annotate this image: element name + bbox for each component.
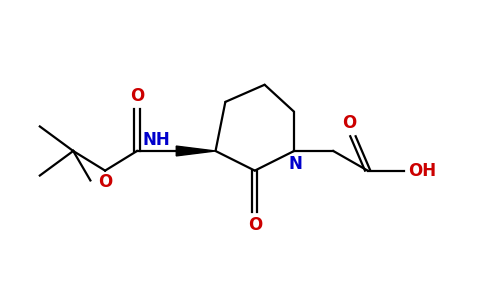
Polygon shape <box>176 146 216 156</box>
Text: OH: OH <box>408 162 437 180</box>
Text: O: O <box>342 114 356 132</box>
Text: N: N <box>288 155 302 173</box>
Text: NH: NH <box>142 131 170 148</box>
Text: O: O <box>98 173 112 191</box>
Text: O: O <box>248 216 262 234</box>
Text: O: O <box>130 87 144 105</box>
